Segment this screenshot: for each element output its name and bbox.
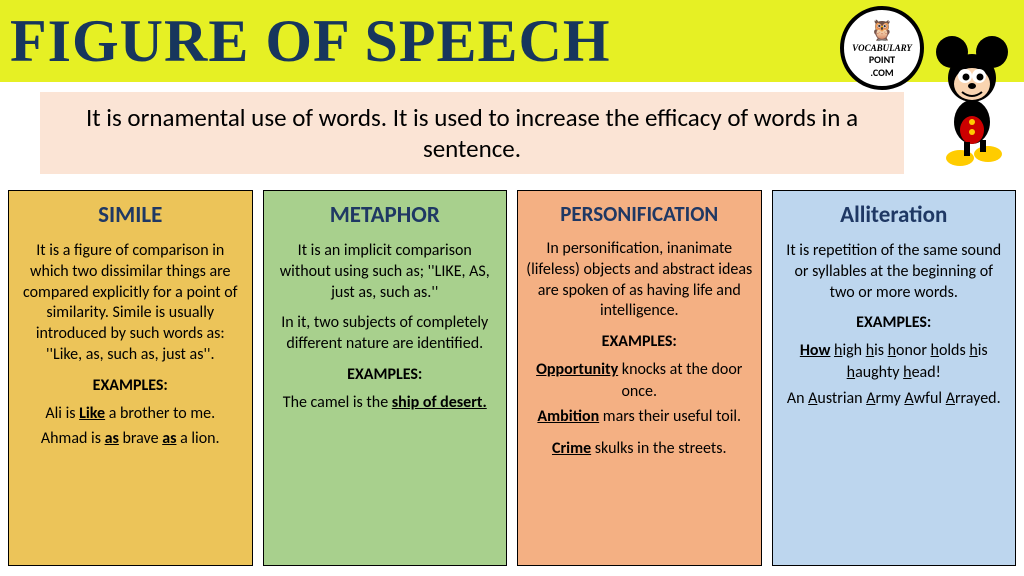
- examples-label: EXAMPLES:: [17, 376, 244, 395]
- example: The camel is the ship of desert.: [272, 392, 499, 414]
- example: Ahmad is as brave as a lion.: [17, 428, 244, 450]
- cards-container: SIMILE It is a figure of comparison in w…: [0, 184, 1024, 574]
- card-desc: It is repetition of the same sound or sy…: [781, 241, 1008, 303]
- page-title: FIGURE OF SPEECH: [10, 7, 611, 76]
- examples-label: EXAMPLES:: [781, 313, 1008, 332]
- card-desc: It is an implicit comparison without usi…: [272, 241, 499, 303]
- card-title: PERSONIFICATION: [526, 201, 753, 227]
- logo-line3: .COM: [870, 66, 893, 79]
- card-title: Alliteration: [781, 201, 1008, 229]
- logo-line2: POINT: [869, 53, 895, 66]
- logo-icon: 🦉: [870, 18, 895, 43]
- card-desc: It is a figure of comparison in which tw…: [17, 241, 244, 366]
- example: Ambition mars their useful toil.: [526, 406, 753, 428]
- card-personification: PERSONIFICATION In personification, inan…: [517, 190, 762, 566]
- card-sub: In it, two subjects of completely differ…: [272, 313, 499, 355]
- card-desc: In personification, inanimate (lifeless)…: [526, 239, 753, 322]
- example: How high his honor holds his haughty hea…: [781, 340, 1008, 383]
- card-title: SIMILE: [17, 201, 244, 229]
- card-simile: SIMILE It is a figure of comparison in w…: [8, 190, 253, 566]
- intro-text: It is ornamental use of words. It is use…: [86, 102, 858, 164]
- example: Crime skulks in the streets.: [526, 438, 753, 460]
- mascot-character: [912, 30, 1022, 170]
- examples-label: EXAMPLES:: [526, 332, 753, 351]
- card-alliteration: Alliteration It is repetition of the sam…: [772, 190, 1017, 566]
- intro-box: It is ornamental use of words. It is use…: [40, 92, 904, 174]
- logo-line1: VOCABULARY: [852, 43, 912, 53]
- card-metaphor: METAPHOR It is an implicit comparison wi…: [263, 190, 508, 566]
- title-bar: FIGURE OF SPEECH 🦉 VOCABULARY POINT .COM: [0, 0, 1024, 82]
- example: Opportunity knocks at the door once.: [526, 359, 753, 402]
- examples-label: EXAMPLES:: [272, 365, 499, 384]
- example: Ali is Like a brother to me.: [17, 403, 244, 425]
- card-title: METAPHOR: [272, 201, 499, 229]
- example: An Austrian Army Awful Arrayed.: [781, 388, 1008, 410]
